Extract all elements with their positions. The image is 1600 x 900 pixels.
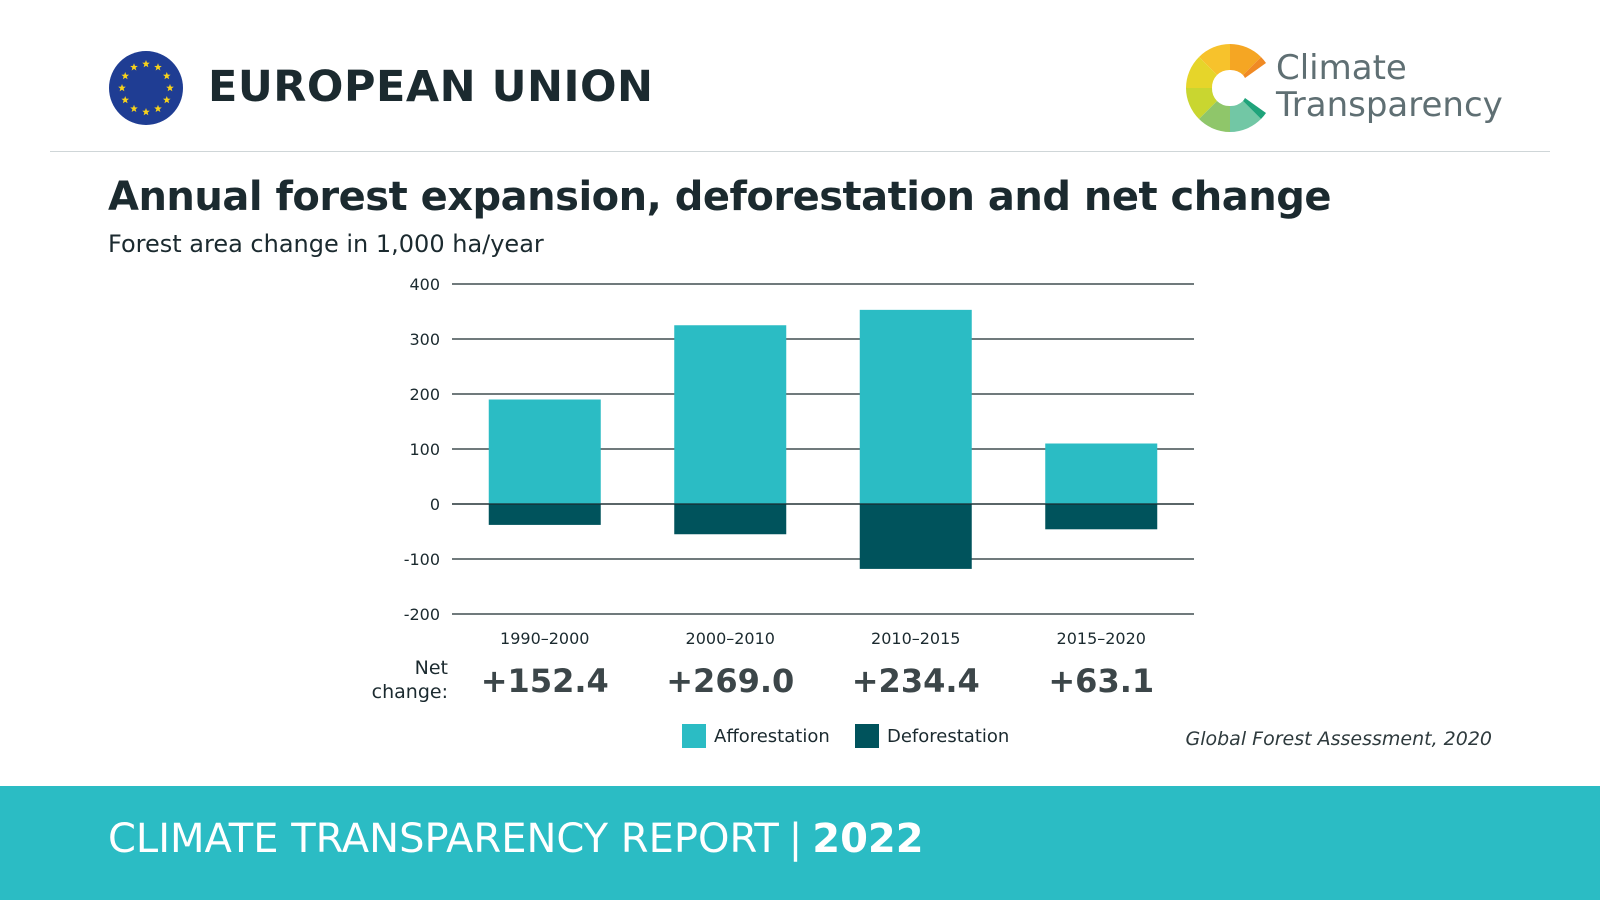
eu-star-icon [166,84,174,92]
x-tick-label: 1990–2000 [500,629,589,648]
y-tick-label: 200 [409,385,440,404]
net-change-label-line-2: change: [372,681,448,703]
afforestation-bar [859,309,972,504]
y-tick-label: 300 [409,330,440,349]
x-tick-label: 2000–2010 [686,629,775,648]
header-divider [50,151,1550,152]
eu-star-icon [130,63,138,71]
footer-report-name: CLIMATE TRANSPARENCY REPORT [108,816,779,862]
deforestation-bar [488,504,601,525]
legend-label-deforestation: Deforestation [887,726,1009,747]
x-tick-label: 2015–2020 [1057,629,1146,648]
brand-line-2: Transparency [1276,85,1503,125]
footer-bar: CLIMATE TRANSPARENCY REPORT | 2022 [0,786,1600,900]
brand-wordmark: Climate Transparency [1276,50,1503,124]
climate-transparency-logo-icon [1186,44,1266,132]
eu-star-icon [121,72,130,80]
y-tick-label: -200 [404,605,440,624]
source-note: Global Forest Assessment, 2020 [1185,728,1493,750]
eu-star-icon [154,104,162,113]
afforestation-bar [1045,443,1158,504]
legend-swatch-afforestation [682,724,706,748]
y-tick-label: 100 [409,440,440,459]
afforestation-bar [674,325,787,504]
eu-star-icon [118,84,126,92]
chart-subtitle: Forest area change in 1,000 ha/year [108,230,544,258]
net-change-value: +269.0 [666,662,794,700]
net-change-value: +234.4 [852,662,980,700]
y-tick-label: 400 [409,275,440,294]
brand-line-1: Climate [1276,48,1407,88]
eu-star-icon [154,63,162,71]
net-change-label-line-1: Net [415,657,448,679]
net-change-value: +63.1 [1048,662,1154,700]
eu-star-icon [121,96,130,104]
eu-star-icon [162,72,171,80]
legend-swatch-deforestation [855,724,879,748]
footer-year: 2022 [812,816,924,862]
y-tick-label: 0 [430,495,440,514]
footer-title: CLIMATE TRANSPARENCY REPORT | 2022 [108,816,924,862]
net-change-value: +152.4 [481,662,609,700]
afforestation-bar [488,399,601,504]
footer-separator: | [788,816,803,862]
eu-flag-icon [109,51,183,125]
legend-label-afforestation: Afforestation [714,726,830,747]
deforestation-bar [859,504,972,569]
eu-star-icon [130,104,138,113]
eu-star-icon [142,108,150,116]
chart-title: Annual forest expansion, deforestation a… [108,174,1331,220]
eu-star-icon [142,60,150,68]
eu-star-icon [162,96,171,104]
x-tick-label: 2010–2015 [871,629,960,648]
deforestation-bar [1045,504,1158,530]
deforestation-bar [674,504,787,535]
country-name: EUROPEAN UNION [208,62,654,112]
y-tick-label: -100 [404,550,440,569]
